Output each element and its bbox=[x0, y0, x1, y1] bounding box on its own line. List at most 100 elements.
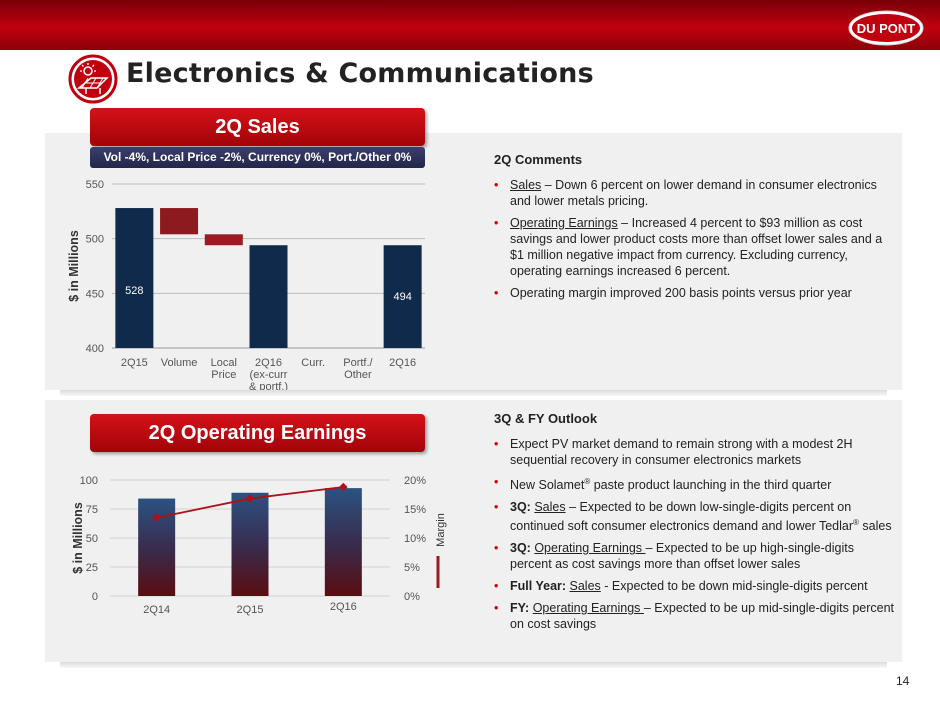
outlook-text: – Expected to be up high-single-digits p… bbox=[510, 541, 854, 572]
bullet-icon: • bbox=[494, 475, 499, 489]
sales-panel bbox=[45, 133, 902, 390]
x-tick-label: Portf./ bbox=[343, 357, 373, 369]
y2-tick-label: 15% bbox=[404, 504, 426, 516]
x-tick-label: 2Q15 bbox=[121, 357, 148, 369]
y2-tick-label: 5% bbox=[404, 562, 420, 574]
earnings-bar bbox=[324, 488, 362, 596]
waterfall-total-bar bbox=[115, 208, 154, 348]
y2-tick-label: 0% bbox=[404, 591, 420, 603]
bullet-icon: • bbox=[494, 286, 499, 300]
earnings-combo-chart: 0 25 50 75 100 0% 5% 10% 15% 20% $ in Millions Marg… bbox=[71, 475, 447, 616]
outlook-text: paste product launching in the third qua… bbox=[590, 478, 832, 493]
list-item: • Expect PV market demand to remain stron… bbox=[494, 436, 899, 468]
y-tick-label: 100 bbox=[80, 475, 98, 487]
list-item: • New Solamet® paste product launching in… bbox=[494, 474, 899, 493]
bullet-icon: • bbox=[494, 541, 499, 556]
dupont-logo: DU PONT bbox=[848, 10, 924, 46]
outlook-text: – Expected to be up mid-single-digits pe… bbox=[510, 601, 895, 632]
outlook-text: - Expected to be down mid-single-digits … bbox=[600, 579, 868, 594]
outlook-lead: Operating Earnings bbox=[532, 601, 644, 616]
y-axis-label: $ in Millions bbox=[71, 502, 85, 574]
x-tick-label: (ex-curr bbox=[250, 369, 288, 381]
list-item: • 3Q: Operating Earnings – Expected to be… bbox=[494, 540, 899, 572]
x-tick-label: 2Q16 bbox=[389, 357, 416, 369]
earnings-bar bbox=[138, 498, 176, 596]
outlook-prefix: Full Year: bbox=[510, 579, 570, 594]
y-tick-label: 75 bbox=[86, 504, 98, 516]
page-number: 14 bbox=[896, 674, 910, 688]
sales-pill: 2Q Sales bbox=[90, 108, 425, 146]
waterfall-total-bar bbox=[249, 245, 288, 348]
earnings-bar bbox=[231, 492, 269, 596]
outlook-lead: Operating Earnings bbox=[534, 541, 646, 556]
outlook-list: • Expect PV market demand to remain stron… bbox=[494, 436, 899, 638]
y2-tick-label: 20% bbox=[404, 475, 426, 487]
x-tick-label: Curr. bbox=[301, 357, 325, 369]
x-tick-label: 2Q15 bbox=[237, 604, 264, 616]
y-tick-label: 450 bbox=[86, 288, 104, 300]
registered-mark: ® bbox=[853, 518, 859, 528]
bar-value-label: 494 bbox=[393, 291, 411, 303]
sales-drivers-banner: Vol -4%, Local Price -2%, Currency 0%, P… bbox=[90, 147, 425, 168]
bullet-icon: • bbox=[494, 437, 499, 451]
y-tick-label: 500 bbox=[86, 234, 104, 246]
y-tick-label: 550 bbox=[86, 179, 104, 191]
outlook-text: sales bbox=[858, 519, 892, 534]
sales-waterfall-chart: 400 450 500 550 $ in Millions 528 2Q15 Volume Lo… bbox=[67, 179, 425, 390]
y2-tick-label: 10% bbox=[404, 533, 426, 545]
x-tick-label: Local bbox=[211, 357, 237, 369]
top-banner bbox=[0, 0, 940, 50]
y-tick-label: 0 bbox=[92, 591, 98, 603]
list-item: • Sales – Down 6 percent on lower demand … bbox=[494, 177, 899, 209]
y-tick-label: 50 bbox=[86, 533, 98, 545]
outlook-text: – Expected to be down low-single-digits … bbox=[510, 500, 854, 534]
bullet-icon: • bbox=[494, 579, 499, 594]
logo-text: DU PONT bbox=[857, 21, 916, 36]
y-axis-label: $ in Millions bbox=[67, 230, 81, 302]
list-item: • Full Year: Sales - Expected to be down … bbox=[494, 578, 899, 594]
outlook-text: Expect PV market demand to remain strong… bbox=[510, 437, 853, 467]
earnings-pill: 2Q Operating Earnings bbox=[90, 414, 425, 452]
panel-shadow bbox=[60, 662, 887, 668]
comment-lead: Sales bbox=[510, 178, 542, 192]
x-tick-label: Other bbox=[344, 369, 372, 381]
x-tick-label: 2Q16 bbox=[255, 357, 282, 369]
comment-text: – Down 6 percent on lower demand in cons… bbox=[510, 178, 877, 208]
comments-list: • Sales – Down 6 percent on lower demand … bbox=[494, 177, 899, 307]
x-tick-label: 2Q16 bbox=[330, 601, 357, 613]
outlook-prefix: 3Q: bbox=[510, 541, 535, 556]
outlook-prefix: 3Q: bbox=[510, 500, 535, 515]
bar-value-label: 528 bbox=[125, 285, 143, 297]
page-title: Electronics & Communications bbox=[126, 58, 594, 89]
list-item: • Operating Earnings – Increased 4 percen… bbox=[494, 215, 899, 279]
outlook-title: 3Q & FY Outlook bbox=[494, 411, 598, 426]
panel-shadow bbox=[60, 390, 887, 396]
comment-text: – Increased 4 percent to $93 million as … bbox=[510, 216, 883, 278]
list-item: • FY: Operating Earnings – Expected to be… bbox=[494, 600, 899, 632]
outlook-text: New Solamet bbox=[510, 478, 585, 493]
solar-panel-icon bbox=[68, 54, 118, 104]
outlook-prefix: FY: bbox=[510, 601, 533, 616]
waterfall-total-bar bbox=[383, 245, 422, 348]
x-tick-label: Volume bbox=[161, 357, 198, 369]
y2-axis-label: Margin bbox=[435, 513, 447, 547]
bullet-icon: • bbox=[494, 601, 499, 616]
list-item: • 3Q: Sales – Expected to be down low-sin… bbox=[494, 499, 899, 534]
x-tick-label: 2Q14 bbox=[143, 604, 170, 616]
bullet-icon: • bbox=[494, 216, 499, 230]
y-tick-label: 25 bbox=[86, 562, 98, 574]
list-item: • Operating margin improved 200 basis poi… bbox=[494, 285, 899, 301]
waterfall-delta-bar bbox=[204, 234, 243, 246]
bullet-icon: • bbox=[494, 500, 499, 515]
x-tick-label: & portf.) bbox=[249, 381, 288, 390]
outlook-lead: Sales bbox=[569, 579, 601, 594]
x-tick-label: Price bbox=[211, 369, 236, 381]
outlook-lead: Sales bbox=[534, 500, 566, 515]
comment-text: Operating margin improved 200 basis poin… bbox=[510, 286, 852, 300]
waterfall-delta-bar bbox=[160, 208, 199, 235]
bullet-icon: • bbox=[494, 178, 499, 192]
registered-mark: ® bbox=[584, 477, 591, 486]
comment-lead: Operating Earnings bbox=[510, 216, 618, 230]
margin-point bbox=[339, 482, 348, 492]
comments-title: 2Q Comments bbox=[494, 152, 583, 167]
